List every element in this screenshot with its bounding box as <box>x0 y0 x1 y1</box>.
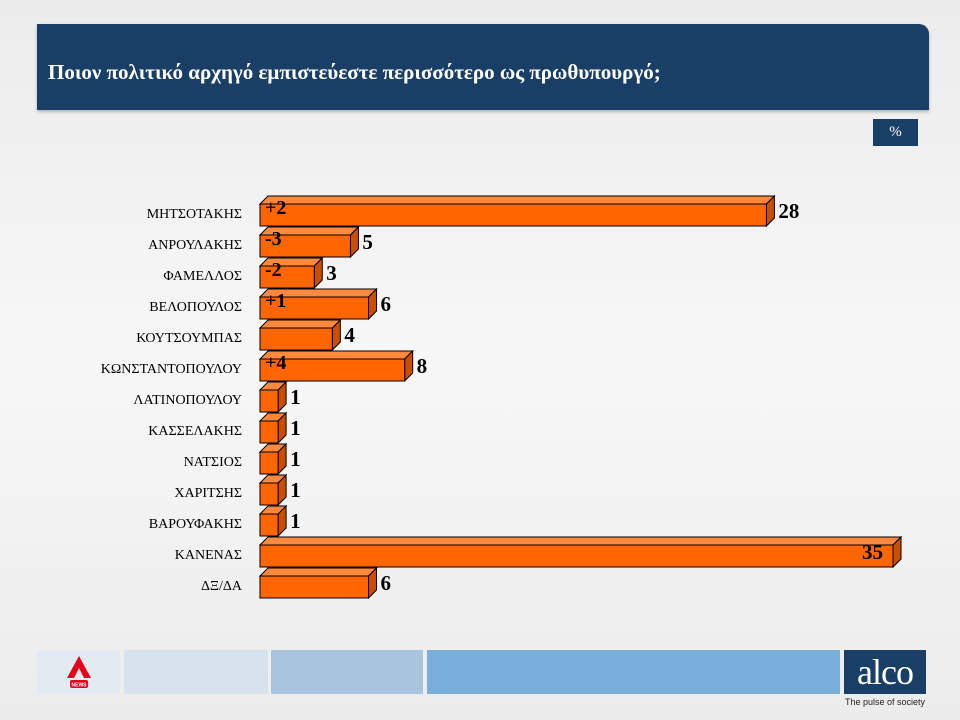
value-label: 35 <box>862 540 883 564</box>
change-label: -3 <box>265 228 282 250</box>
category-label: ΚΑΝΕΝΑΣ <box>175 548 242 563</box>
change-label: +2 <box>265 197 286 219</box>
value-label: 5 <box>362 230 373 254</box>
category-label: ΒΕΛΟΠΟΥΛΟΣ <box>149 300 242 315</box>
value-label: 4 <box>344 323 355 347</box>
category-label: ΔΞ/ΔΑ <box>201 579 243 594</box>
bar-top-face <box>258 567 378 577</box>
value-label: 28 <box>778 199 799 223</box>
category-label: ΒΑΡΟΥΦΑΚΗΣ <box>149 517 242 532</box>
value-label: 3 <box>326 261 337 285</box>
value-label: 1 <box>290 509 301 533</box>
bar <box>259 451 279 475</box>
value-label: 1 <box>290 416 301 440</box>
value-label: 1 <box>290 478 301 502</box>
footer-strip-1 <box>124 650 268 694</box>
footer-strip-3 <box>427 650 840 694</box>
chart-title: Ποιον πολιτικό αρχηγό εμπιστεύεστε περισ… <box>48 60 661 84</box>
bar <box>259 234 351 258</box>
bar <box>259 296 370 320</box>
change-label: +4 <box>265 352 286 374</box>
alco-tagline: The pulse of society <box>844 697 926 707</box>
value-label: 1 <box>290 385 301 409</box>
bar <box>259 482 279 506</box>
category-label: ΝΑΤΣΙΟΣ <box>184 455 242 470</box>
category-label: ΜΗΤΣΟΤΑΚΗΣ <box>147 207 242 222</box>
title-banner: Ποιον πολιτικό αρχηγό εμπιστεύεστε περισ… <box>37 24 929 110</box>
bar <box>259 389 279 413</box>
category-label: ΧΑΡΙΤΣΗΣ <box>174 486 242 501</box>
value-label: 1 <box>290 447 301 471</box>
bar-top-face <box>258 536 903 546</box>
value-label: 6 <box>381 571 392 595</box>
bar-top-face <box>258 195 776 205</box>
change-label: -2 <box>265 259 282 281</box>
category-label: ΛΑΤΙΝΟΠΟΥΛΟΥ <box>133 393 242 408</box>
svg-text:NEWS: NEWS <box>71 683 87 689</box>
bar-chart: ΜΗΤΣΟΤΑΚΗΣ 28 +2 ΑΝΡΟΥΛΑΚΗΣ 5 -3 ΦΑΜΕΛΛΟΣ 3 -2 ΒΕ… <box>101 194 903 600</box>
footer-strip-2 <box>271 650 423 694</box>
category-label: ΑΝΡΟΥΛΑΚΗΣ <box>148 238 242 253</box>
bar-top-face <box>258 319 342 329</box>
alpha-news-logo-icon: NEWS <box>66 656 91 689</box>
bar <box>259 513 279 537</box>
category-label: ΚΩΝΣΤΑΝΤΟΠΟΥΛΟΥ <box>101 362 242 377</box>
alco-logo: alco <box>844 650 926 694</box>
category-label: ΦΑΜΕΛΛΟΣ <box>163 269 242 284</box>
bar <box>259 203 767 227</box>
bar <box>259 265 315 289</box>
bar <box>259 327 333 351</box>
value-label: 8 <box>417 354 428 378</box>
unit-badge: % <box>873 119 918 146</box>
value-label: 6 <box>381 292 392 316</box>
bar <box>259 358 406 382</box>
change-label: +1 <box>265 290 286 312</box>
bar <box>259 544 894 568</box>
bar <box>259 575 370 599</box>
category-label: ΚΑΣΣΕΛΑΚΗΣ <box>148 424 242 439</box>
news-logo: NEWS <box>37 650 120 694</box>
category-label: ΚΟΥΤΣΟΥΜΠΑΣ <box>136 331 242 346</box>
bar <box>259 420 279 444</box>
